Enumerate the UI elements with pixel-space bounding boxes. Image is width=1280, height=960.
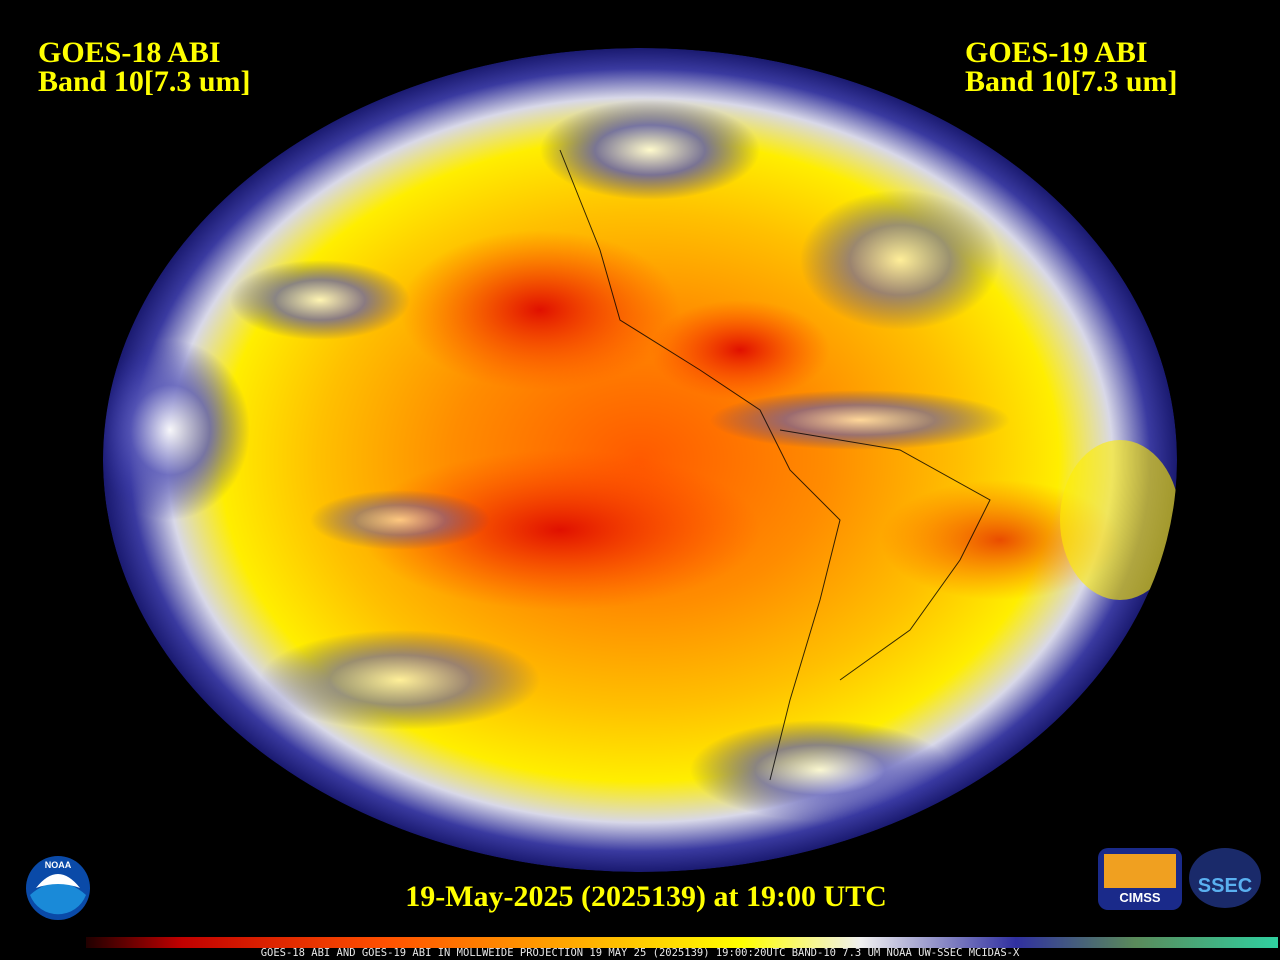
ssec-logo: SSEC: [1189, 848, 1261, 908]
noaa-logo: NOAA: [26, 856, 90, 920]
satellite-label: GOES-18 ABI: [38, 36, 221, 69]
satellite-label: GOES-19 ABI: [965, 36, 1148, 69]
logo-text: SSEC: [1198, 875, 1252, 897]
timestamp: 19-May-2025 (2025139) at 19:00 UTC: [405, 880, 887, 913]
color-bar: [86, 937, 1278, 948]
logo-text: CIMSS: [1119, 890, 1161, 905]
footer-caption: GOES-18 ABI AND GOES-19 ABI IN MOLLWEIDE…: [261, 947, 1020, 959]
band-label: Band 10[7.3 um]: [38, 65, 251, 98]
logo-text: NOAA: [45, 860, 72, 870]
band-label: Band 10[7.3 um]: [965, 65, 1178, 98]
cimss-logo: CIMSS: [1098, 848, 1182, 910]
globe: [103, 48, 1177, 872]
